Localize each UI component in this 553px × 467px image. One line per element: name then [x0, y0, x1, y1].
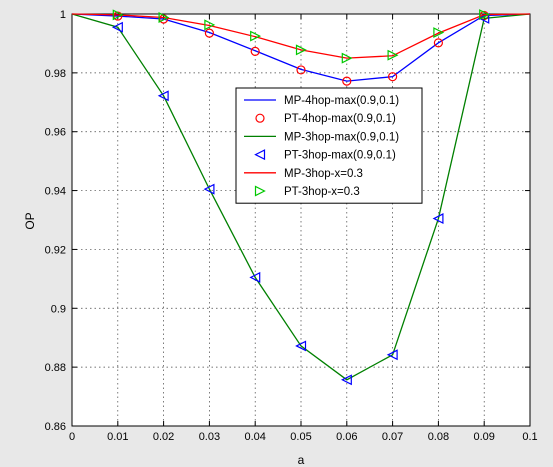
y-tick-label: 0.9 [51, 303, 66, 315]
data-point [479, 9, 491, 21]
data-point [295, 44, 307, 56]
series-line [71, 13, 531, 381]
legend-marker-swatch [254, 185, 266, 197]
data-point [432, 213, 444, 224]
legend-entry: PT-3hop-max(0.9,0.1) [254, 149, 396, 162]
y-tick-label: 1 [60, 9, 66, 21]
legend-marker-swatch [255, 113, 265, 123]
data-point [249, 271, 261, 283]
data-point [296, 65, 306, 75]
legend-entry: MP-3hop-max(0.9,0.1) [244, 131, 399, 143]
x-tick-label: 0.06 [336, 431, 357, 443]
legend-label: MP-4hop-max(0.9,0.1) [284, 95, 399, 107]
legend-label: PT-4hop-max(0.9,0.1) [284, 113, 396, 125]
y-tick-label: 0.94 [45, 186, 66, 198]
data-point [478, 12, 490, 24]
legend-entry: PT-3hop-x=0.3 [254, 185, 360, 198]
series-layer [71, 9, 531, 386]
data-point [386, 349, 398, 361]
series-line [71, 13, 531, 59]
x-tick-label: 0.07 [382, 431, 403, 443]
data-point [341, 52, 353, 64]
series-2 [71, 13, 531, 381]
y-tick-label: 0.96 [45, 127, 66, 139]
data-point [388, 72, 398, 82]
series-line [71, 13, 531, 82]
legend-label: MP-3hop-x=0.3 [284, 168, 363, 180]
data-point [250, 46, 260, 56]
legend-entry: MP-4hop-max(0.9,0.1) [244, 95, 399, 107]
x-tick-label: 0.01 [107, 431, 128, 443]
legend-label: PT-3hop-max(0.9,0.1) [284, 150, 396, 162]
y-tick-label: 0.86 [45, 421, 66, 433]
data-point [112, 9, 124, 21]
legend-label: PT-3hop-x=0.3 [284, 186, 360, 198]
data-point [433, 38, 443, 48]
legend-entry: PT-4hop-max(0.9,0.1) [255, 113, 396, 125]
plot-area [71, 13, 531, 427]
data-point [342, 76, 352, 86]
series-3 [111, 12, 490, 386]
x-tick-label: 0.09 [473, 431, 494, 443]
x-tick-label: 0 [69, 431, 75, 443]
series-5 [112, 9, 491, 64]
data-point [433, 27, 445, 39]
legend-box [235, 87, 423, 204]
data-point [111, 21, 123, 33]
x-tick-label: 0.1 [522, 431, 537, 443]
x-tick-label: 0.05 [290, 431, 311, 443]
x-tick-label: 0.04 [244, 431, 265, 443]
x-tick-label: 0.08 [428, 431, 449, 443]
axis-ticks: 0 0.01 0.02 0.03 0.04 0.05 0.06 0.07 0.08 0.09 0.1… [45, 9, 538, 443]
series-0 [71, 13, 531, 82]
data-point [295, 340, 307, 352]
y-tick-label: 0.98 [45, 68, 66, 80]
legend-marker-swatch [254, 149, 266, 161]
legend: MP-4hop-max(0.9,0.1) PT-4hop-max(0.9,0.1)… [235, 87, 423, 204]
x-tick-label: 0.02 [153, 431, 174, 443]
x-tick-label: 0.03 [199, 431, 220, 443]
series-1 [113, 10, 489, 86]
x-axis-label: a [298, 453, 305, 467]
y-axis-label: OP [23, 212, 37, 229]
y-tick-label: 0.88 [45, 362, 66, 374]
data-point [204, 19, 216, 31]
y-tick-label: 0.92 [45, 244, 66, 256]
data-point [158, 12, 170, 24]
legend-label: MP-3hop-max(0.9,0.1) [284, 131, 399, 143]
data-point [157, 90, 169, 102]
data-point [250, 30, 262, 42]
data-point [203, 183, 215, 195]
data-point [340, 374, 352, 386]
series-4 [71, 13, 531, 59]
data-point [387, 49, 399, 61]
data-point [204, 28, 214, 38]
legend-entry: MP-3hop-x=0.3 [244, 168, 363, 180]
